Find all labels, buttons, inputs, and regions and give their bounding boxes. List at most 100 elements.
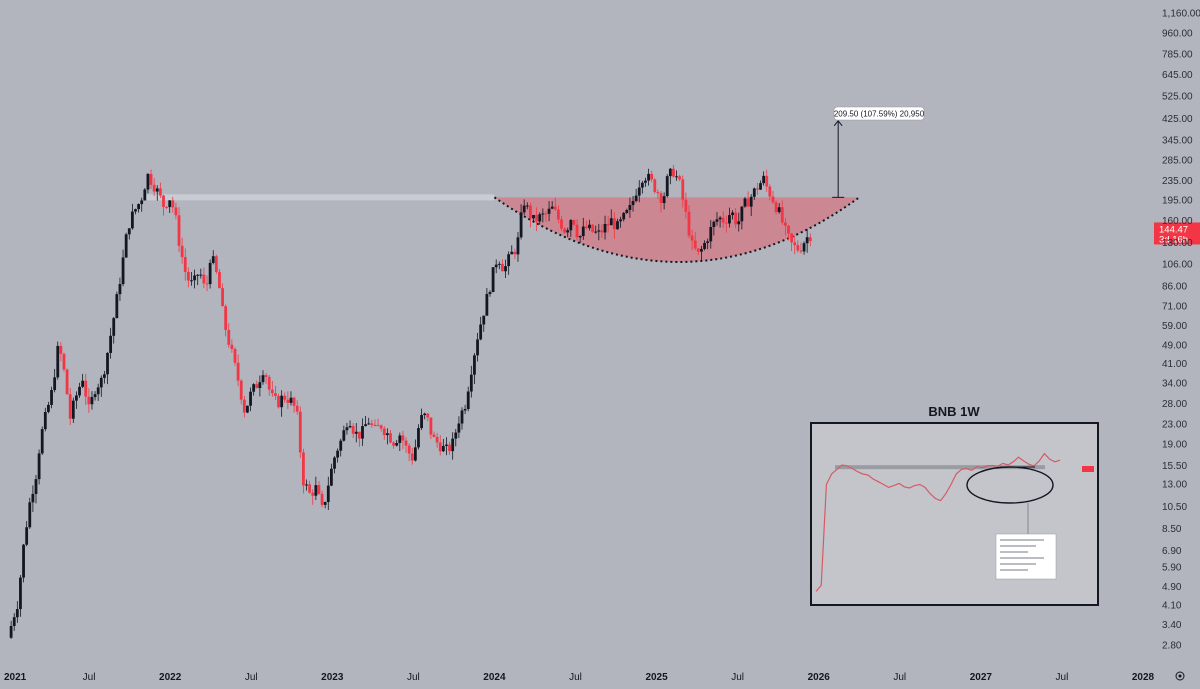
candle-body — [233, 349, 237, 363]
projection-label-box — [833, 106, 925, 121]
y-tick-label: 1,160.00 — [1162, 9, 1200, 20]
candle-body — [317, 485, 321, 494]
candle-body — [270, 389, 274, 394]
candle-body — [75, 395, 78, 401]
candle-body — [224, 306, 228, 330]
candle-body — [199, 274, 203, 276]
candle-body — [364, 424, 368, 427]
candle-body — [22, 544, 25, 578]
candle-body — [591, 224, 595, 232]
candle-body — [165, 206, 168, 208]
candle-body — [438, 442, 442, 452]
candle-body — [588, 224, 591, 229]
y-tick-label: 49.00 — [1162, 340, 1187, 351]
x-tick-label: Jul — [893, 672, 906, 683]
y-tick-label: 71.00 — [1162, 301, 1187, 312]
candle-body — [575, 224, 579, 238]
candle-body — [796, 245, 800, 251]
y-tick-label: 106.00 — [1162, 259, 1193, 270]
x-tick-label: 2027 — [970, 672, 993, 683]
candle-body — [121, 257, 125, 285]
candle-body — [102, 374, 106, 378]
candle-body — [473, 355, 476, 375]
candle-body — [205, 283, 209, 285]
candle-body — [385, 433, 389, 436]
candle-body — [572, 220, 576, 225]
candle-body — [724, 222, 728, 224]
candle-body — [81, 380, 85, 387]
candle-body — [320, 493, 324, 505]
x-tick-label: 2028 — [1132, 672, 1155, 683]
y-tick-label: 195.00 — [1162, 196, 1193, 207]
candle-body — [171, 200, 175, 208]
candle-body — [40, 429, 44, 454]
candle-body — [799, 250, 803, 252]
candle-body — [556, 209, 560, 220]
candle-body — [426, 413, 430, 418]
candle-body — [463, 409, 467, 411]
candle-body — [87, 396, 91, 405]
candle-body — [634, 195, 638, 201]
candle-body — [264, 375, 268, 377]
candle-body — [703, 242, 706, 250]
candle-body — [721, 217, 725, 223]
inset-tweet-card — [995, 533, 1057, 580]
candle-body — [653, 179, 657, 192]
y-tick-label: 59.00 — [1162, 321, 1187, 332]
candle-body — [65, 369, 69, 395]
candle-body — [130, 211, 134, 229]
candle-body — [196, 274, 200, 276]
candle-body — [333, 457, 336, 469]
x-tick-label: 2023 — [321, 672, 344, 683]
candle-body — [239, 380, 243, 400]
candle-body — [656, 191, 660, 194]
candle-body — [532, 214, 535, 219]
y-tick-label: 285.00 — [1162, 156, 1193, 167]
candle-body — [323, 502, 327, 505]
candle-body — [728, 215, 731, 224]
candle-body — [581, 226, 585, 237]
current-price-badge — [1154, 222, 1200, 245]
candle-body — [672, 168, 675, 177]
y-tick-label: 34.00 — [1162, 379, 1187, 390]
candle-body — [357, 431, 361, 439]
candle-body — [790, 233, 794, 243]
candle-body — [501, 263, 504, 272]
candle-body — [31, 493, 35, 503]
y-tick-label: 4.10 — [1162, 601, 1182, 612]
y-tick-label: 23.00 — [1162, 420, 1187, 431]
gear-icon-ring — [1175, 671, 1185, 681]
candle-body — [280, 395, 284, 408]
candle-body — [491, 267, 495, 293]
candle-body — [211, 256, 215, 263]
candle-body — [560, 219, 563, 229]
candle-body — [417, 428, 420, 448]
candle-body — [286, 399, 290, 403]
candle-body — [404, 440, 408, 446]
candle-body — [631, 200, 635, 206]
projection-label: 209.50 (107.59%) 20,950 — [834, 110, 925, 119]
candle-body — [407, 445, 411, 454]
candle-body — [553, 206, 557, 210]
candle-body — [752, 188, 756, 197]
candle-body — [529, 205, 532, 219]
x-tick-label: Jul — [83, 672, 96, 683]
candle-body — [249, 391, 252, 406]
x-tick-label: Jul — [569, 672, 582, 683]
candle-body — [706, 241, 710, 243]
candle-body — [771, 196, 775, 203]
candle-body — [15, 609, 19, 618]
candle-body — [731, 212, 734, 216]
candle-body — [637, 187, 641, 196]
candle-body — [78, 386, 81, 396]
y-tick-label: 8.50 — [1162, 524, 1182, 535]
candle-body — [146, 173, 150, 190]
candle-body — [774, 202, 778, 213]
candle-body — [410, 453, 414, 461]
y-tick-label: 160.00 — [1162, 216, 1193, 227]
candle-body — [376, 425, 380, 427]
candle-body — [348, 426, 352, 428]
gear-icon[interactable] — [1175, 671, 1185, 681]
candle-body — [466, 391, 470, 410]
y-tick-label: 5.90 — [1162, 562, 1182, 573]
